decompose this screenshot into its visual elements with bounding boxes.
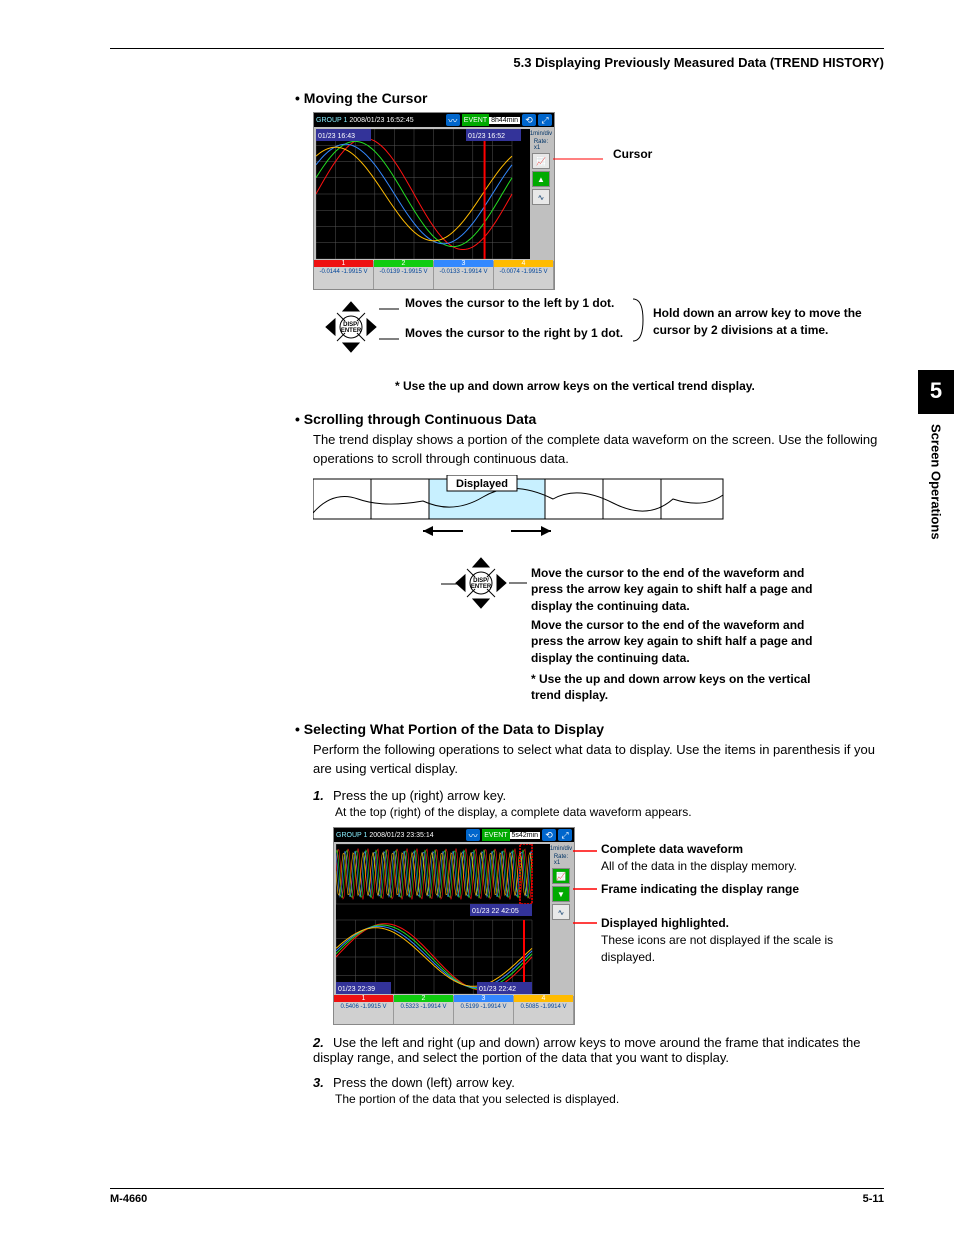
refresh-icon: ⟲ <box>542 829 556 841</box>
chapter-label: Screen Operations <box>929 414 944 550</box>
down-arrow-icon: ▼ <box>552 886 570 902</box>
scroll-call-3: * Use the up and down arrow keys on the … <box>531 671 831 705</box>
channel-cell-4b: 0.5085 -1.9914 V <box>514 996 574 1024</box>
event-badge: EVENT <box>462 114 489 126</box>
callout-complete-wave: Complete data waveform <box>601 841 797 858</box>
datetime-label: 2008/01/23 16:52:45 <box>349 117 413 124</box>
wave-icon: 〰 <box>446 114 460 126</box>
svg-text:01/23 22:42: 01/23 22:42 <box>479 986 516 993</box>
trend-display-1: GROUP 1 2008/01/23 16:52:45 〰 EVENT 8h44… <box>313 112 555 290</box>
wave-icon: 〰 <box>466 829 480 841</box>
callout-highlight-sub: These icons are not displayed if the sca… <box>601 932 861 966</box>
callout-frame: Frame indicating the display range <box>601 881 799 898</box>
zoom-icon: ⤢ <box>558 829 572 841</box>
continuous-data-diagram: Displayed <box>313 475 733 549</box>
channel-cell-1b: 0.5406 -1.9915 V <box>334 996 394 1024</box>
group-label: GROUP 1 <box>316 117 347 124</box>
cursor-callout: Cursor <box>613 146 652 163</box>
trend-display-2: GROUP 1 2008/01/23 23:35:14 〰 EVENT 5s42… <box>333 827 575 1025</box>
wave-mode-icon: ∿ <box>532 189 550 205</box>
heading-scrolling: Scrolling through Continuous Data <box>295 411 884 427</box>
svg-text:ENTER: ENTER <box>341 328 362 334</box>
zoom-icon: ⤢ <box>538 114 552 126</box>
step-1: 1.Press the up (right) arrow key. <box>313 788 884 803</box>
axis-right: 01/23 16:52 <box>468 133 505 140</box>
disp-enter-button-2[interactable]: DISP/ ENTER <box>453 555 509 611</box>
svg-text:ENTER: ENTER <box>471 584 492 590</box>
refresh-icon: ⟲ <box>522 114 536 126</box>
wave-mode-icon-2: ∿ <box>552 904 570 920</box>
move-left-note: Moves the cursor to the left by 1 dot. <box>405 295 614 312</box>
side-div-label-2: 1min/div <box>550 846 572 852</box>
scroll-call-2: Move the cursor to the end of the wavefo… <box>531 617 831 667</box>
section-header: 5.3 Displaying Previously Measured Data … <box>110 55 884 70</box>
svg-text:Displayed: Displayed <box>456 478 508 490</box>
up-arrow-icon: ▲ <box>532 171 550 187</box>
axis-left: 01/23 16:43 <box>318 133 355 140</box>
step-1-sub: At the top (right) of the display, a com… <box>335 805 884 819</box>
event-time: 8h44min <box>489 117 520 124</box>
heading-moving-cursor: Moving the Cursor <box>295 90 884 106</box>
channel-cell-3: -0.0133 -1.9914 V <box>434 261 494 289</box>
step-3-sub: The portion of the data that you selecte… <box>335 1092 884 1106</box>
channel-cell-2b: 0.5323 -1.9914 V <box>394 996 454 1024</box>
channel-cell-1: -0.0144 -1.9915 V <box>314 261 374 289</box>
heading-select-portion: Selecting What Portion of the Data to Di… <box>295 721 884 737</box>
callout-complete-wave-sub: All of the data in the display memory. <box>601 858 797 875</box>
svg-text:01/23 22:39: 01/23 22:39 <box>338 986 375 993</box>
hold-note: Hold down an arrow key to move the curso… <box>653 305 873 339</box>
step-2: 2.Use the left and right (up and down) a… <box>313 1035 884 1065</box>
event-time-2: 5s42min <box>510 832 540 839</box>
step-3: 3.Press the down (left) arrow key. <box>313 1075 884 1090</box>
select-body: Perform the following operations to sele… <box>313 741 884 779</box>
scroll-call-1: Move the cursor to the end of the wavefo… <box>531 565 831 615</box>
side-rate-label-2: Rate:x1 <box>554 854 568 866</box>
chart-mode-icon-hl: 📈 <box>552 868 570 884</box>
channel-cell-2: -0.0139 -1.9915 V <box>374 261 434 289</box>
disp-enter-button[interactable]: DISP/ ENTER <box>323 299 379 355</box>
group-label-2: GROUP 1 <box>336 832 367 839</box>
scrolling-body: The trend display shows a portion of the… <box>313 431 884 469</box>
event-badge: EVENT <box>482 829 509 841</box>
chapter-number: 5 <box>918 370 954 414</box>
svg-text:01/23 22 42:05: 01/23 22 42:05 <box>472 908 519 915</box>
channel-cell-4: -0.0074 -1.9915 V <box>494 261 554 289</box>
datetime-label-2: 2008/01/23 23:35:14 <box>369 832 433 839</box>
vertical-note-1: * Use the up and down arrow keys on the … <box>395 379 884 393</box>
side-rate-label: Rate:x1 <box>534 139 548 151</box>
callout-highlight: Displayed highlighted. <box>601 915 861 932</box>
channel-cell-3b: 0.5199 -1.9914 V <box>454 996 514 1024</box>
move-right-note: Moves the cursor to the right by 1 dot. <box>405 325 623 342</box>
chart-mode-icon: 📈 <box>532 153 550 169</box>
footer-right: 5-11 <box>863 1193 884 1205</box>
footer-left: M-4660 <box>110 1193 147 1205</box>
chapter-tab: 5 Screen Operations <box>918 370 954 550</box>
